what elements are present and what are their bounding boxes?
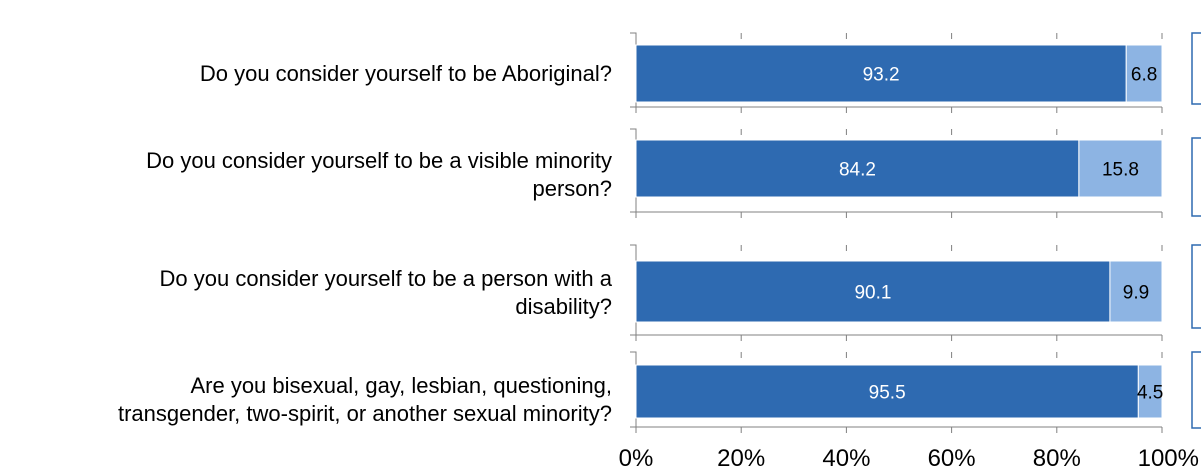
bar-segment-2: [1137, 364, 1163, 419]
bar-segment-2: [1109, 260, 1163, 323]
bar-segment-1: [635, 364, 1139, 419]
legend-box: [1191, 32, 1201, 105]
category-label: disability?: [515, 294, 612, 319]
data-label: 84.2: [839, 160, 876, 181]
category-label: transgender, two-spirit, or another sexu…: [118, 401, 612, 426]
x-tick-label: 40%: [822, 445, 870, 472]
category-labels: Do you consider yourself to be Aborigina…: [118, 61, 613, 426]
data-label: 93.2: [863, 65, 900, 86]
bar-segment-1: [635, 44, 1127, 103]
data-label: 6.8: [1131, 65, 1157, 86]
data-label: 15.8: [1102, 160, 1139, 181]
x-tick-label: 80%: [1033, 445, 1081, 472]
legend-box: [1191, 351, 1201, 429]
bar-segments: [635, 44, 1163, 419]
y-axis-bracket: [630, 128, 637, 213]
category-label: Do you consider yourself to be a visible…: [146, 148, 612, 173]
data-labels: 93.2 6.8 84.2 15.8 90.1 9.9 95.5 4.5: [839, 65, 1163, 404]
bar-segment-2: [1125, 44, 1163, 103]
x-tick-label: 60%: [928, 445, 976, 472]
bar-segment-2: [1078, 139, 1163, 198]
legend-cropped: [1191, 32, 1201, 429]
category-label: person?: [532, 176, 612, 201]
category-label: Are you bisexual, gay, lesbian, question…: [190, 373, 612, 398]
x-tick-label: 100%: [1138, 445, 1199, 472]
y-axis-bracket: [630, 351, 637, 428]
legend-box: [1191, 244, 1201, 329]
x-tick-label: 0%: [619, 445, 654, 472]
data-label: 95.5: [869, 383, 906, 404]
data-label: 9.9: [1123, 283, 1149, 304]
legend-box: [1191, 137, 1201, 217]
x-tick-labels: 0% 20% 40% 60% 80% 100%: [619, 445, 1199, 472]
y-axis-bracket: [630, 244, 637, 336]
y-axis-bracket: [630, 32, 637, 108]
category-label: Do you consider yourself to be a person …: [160, 266, 613, 291]
data-label: 4.5: [1137, 383, 1163, 404]
x-tick-label: 20%: [717, 445, 765, 472]
data-label: 90.1: [854, 283, 891, 304]
category-label: Do you consider yourself to be Aborigina…: [200, 61, 612, 86]
chart-axes: [630, 32, 1163, 433]
